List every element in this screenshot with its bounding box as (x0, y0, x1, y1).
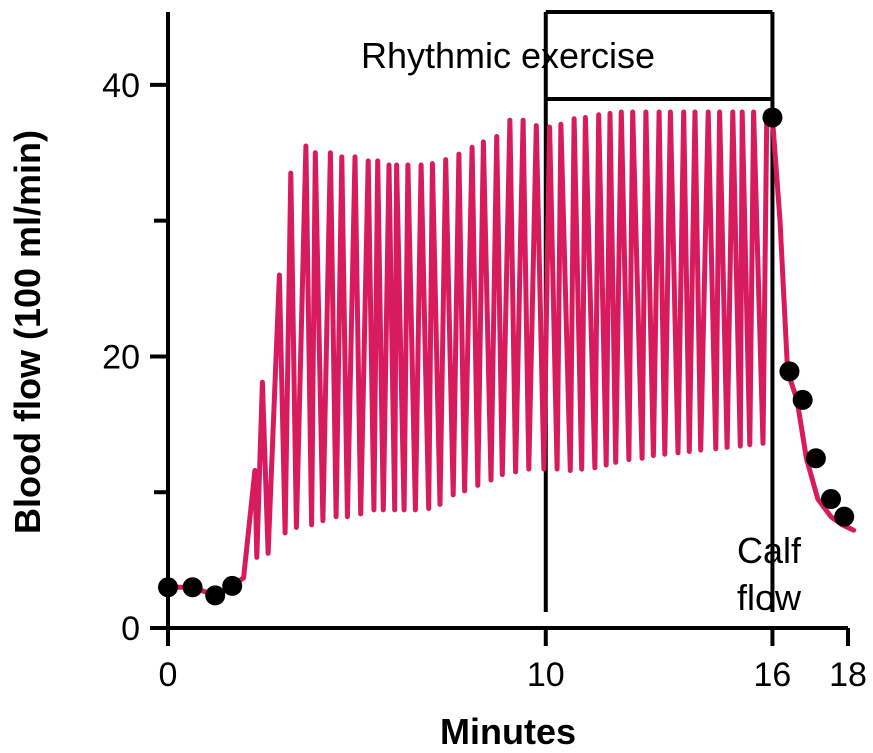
x-tick-label: 10 (527, 656, 565, 694)
x-tick-label: 0 (159, 656, 178, 694)
x-axis-title: Minutes (440, 711, 576, 752)
data-point-marker (805, 448, 826, 469)
y-tick-label: 20 (102, 338, 140, 376)
data-point-marker (792, 389, 813, 410)
data-point-marker (158, 577, 178, 598)
data-point-marker (821, 489, 841, 510)
x-tick-label: 16 (754, 656, 792, 694)
y-axis-title: Blood flow (100 ml/min) (7, 130, 48, 534)
data-point-marker (182, 577, 203, 598)
data-point-marker (762, 107, 783, 128)
data-point-marker (205, 585, 226, 606)
x-tick-label: 18 (829, 656, 867, 694)
exercise-period-label: Rhythmic exercise (361, 35, 655, 76)
y-tick-label: 0 (121, 610, 140, 648)
calf-flow-label-line1: Calf (737, 530, 802, 571)
y-tick-label: 40 (102, 67, 140, 105)
data-point-marker (222, 575, 243, 596)
calf-flow-label-line2: flow (737, 577, 802, 618)
data-point-marker (779, 361, 800, 382)
data-point-marker (834, 506, 855, 527)
blood-flow-line (165, 109, 857, 598)
